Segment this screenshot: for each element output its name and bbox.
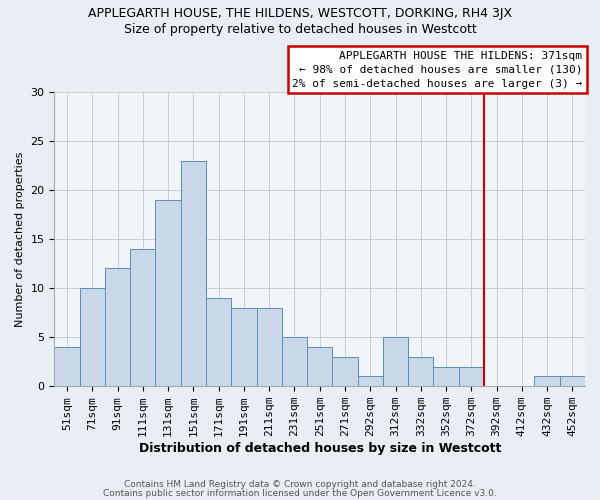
Bar	[105, 268, 130, 386]
Text: APPLEGARTH HOUSE, THE HILDENS, WESTCOTT, DORKING, RH4 3JX: APPLEGARTH HOUSE, THE HILDENS, WESTCOTT,…	[88, 8, 512, 20]
Bar	[55, 347, 80, 386]
Y-axis label: Number of detached properties: Number of detached properties	[15, 152, 25, 326]
Bar	[231, 308, 257, 386]
Bar	[80, 288, 105, 386]
Text: Size of property relative to detached houses in Westcott: Size of property relative to detached ho…	[124, 22, 476, 36]
Bar	[358, 376, 383, 386]
Bar	[458, 366, 484, 386]
Bar	[155, 200, 181, 386]
Bar	[130, 249, 155, 386]
Text: Contains HM Land Registry data © Crown copyright and database right 2024.: Contains HM Land Registry data © Crown c…	[124, 480, 476, 489]
Bar	[332, 357, 358, 386]
Bar	[383, 337, 408, 386]
Bar	[257, 308, 282, 386]
Bar	[408, 357, 433, 386]
Bar	[181, 160, 206, 386]
Bar	[535, 376, 560, 386]
Bar	[206, 298, 231, 386]
Bar	[282, 337, 307, 386]
X-axis label: Distribution of detached houses by size in Westcott: Distribution of detached houses by size …	[139, 442, 501, 455]
Bar	[560, 376, 585, 386]
Bar	[307, 347, 332, 386]
Text: Contains public sector information licensed under the Open Government Licence v3: Contains public sector information licen…	[103, 488, 497, 498]
Text: APPLEGARTH HOUSE THE HILDENS: 371sqm
← 98% of detached houses are smaller (130)
: APPLEGARTH HOUSE THE HILDENS: 371sqm ← 9…	[292, 51, 583, 89]
Bar	[433, 366, 458, 386]
